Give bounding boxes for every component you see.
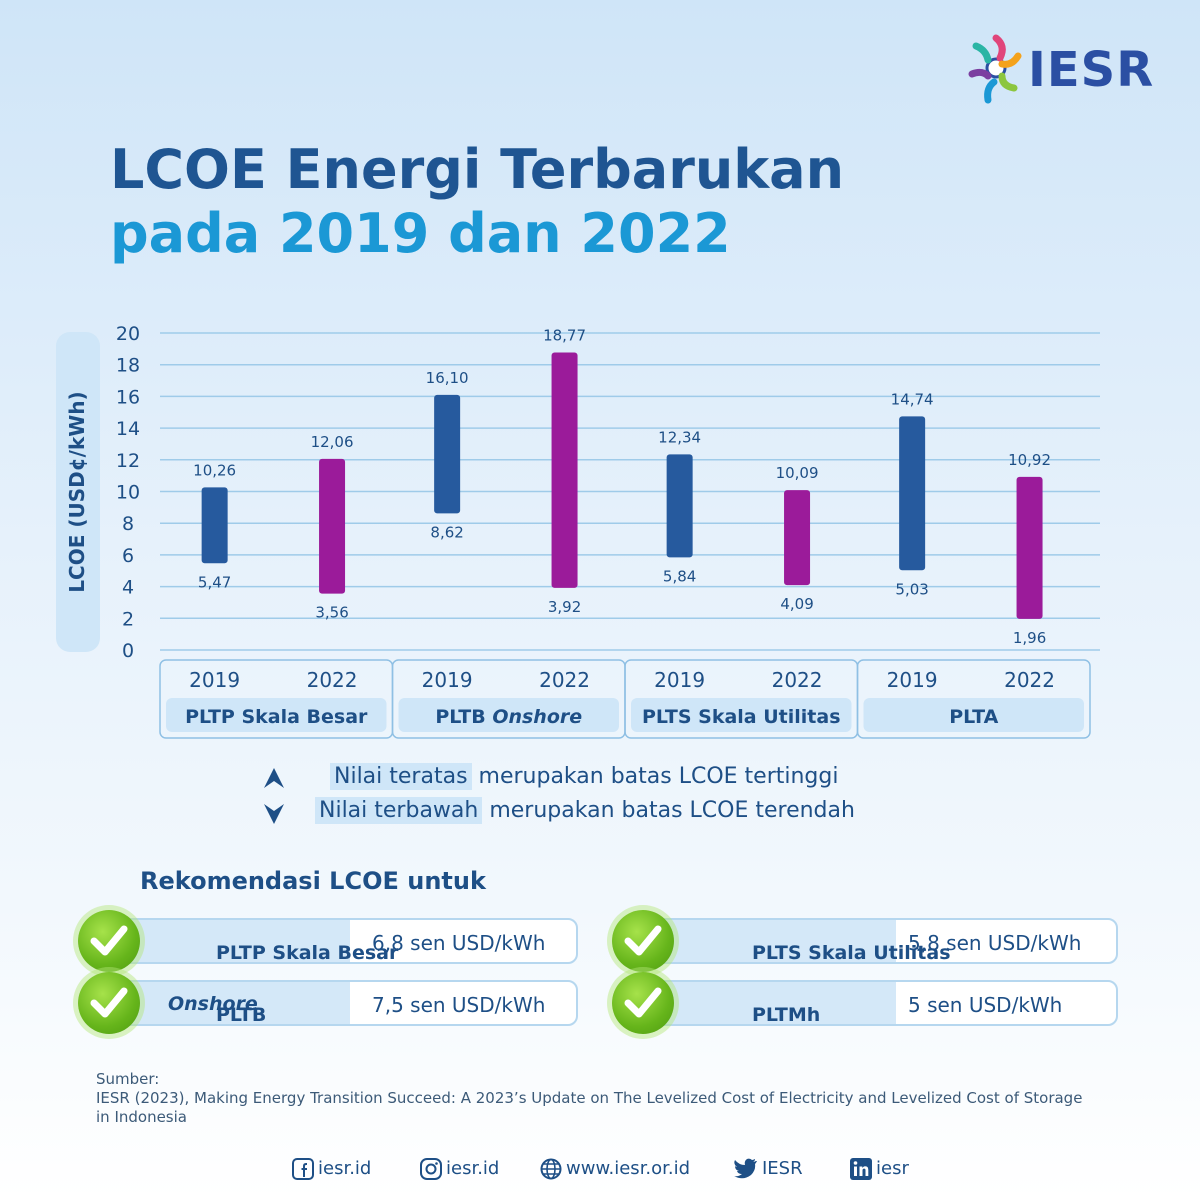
legend-bottom-highlight: Nilai terbawah: [315, 797, 483, 824]
low-value-label: 5,03: [895, 580, 928, 598]
source-label: Sumber:: [96, 1070, 160, 1088]
check-icon: [78, 910, 140, 972]
logo-text: IESR: [1028, 42, 1155, 98]
y-axis-label: LCOE (USD¢/kWh): [65, 391, 89, 592]
recommendation-value: 5,8 sen USD/kWh: [908, 931, 1082, 955]
high-value-label: 18,77: [543, 326, 586, 344]
high-value-label: 10,92: [1008, 451, 1051, 469]
low-value-label: 5,47: [198, 573, 231, 591]
legend-bottom: Nilai terbawah merupakan batas LCOE tere…: [315, 797, 855, 824]
up-arrow-icon: [262, 766, 286, 796]
iesr-logo: IESR: [966, 28, 1166, 108]
lcoe-chart: LCOE (USD¢/kWh) 0 2 4 6 8 10 12 14 16 18 20 PLTP Ska…: [56, 323, 1100, 739]
y-tick-label: 8: [122, 513, 134, 535]
recommendation-value: 5 sen USD/kWh: [908, 993, 1063, 1017]
footer-instagram[interactable]: iesr.id: [420, 1158, 499, 1180]
low-value-label: 3,92: [548, 598, 581, 616]
y-tick-label: 2: [122, 608, 134, 630]
low-value-label: 5,84: [663, 567, 696, 585]
recommendation-value: 6,8 sen USD/kWh: [372, 931, 546, 955]
instagram-icon: [420, 1158, 442, 1180]
high-value-label: 16,10: [426, 369, 469, 387]
recommendation-title: Rekomendasi LCOE untuk: [140, 867, 486, 895]
recommendation-name: PLTB Onshore: [168, 993, 267, 1026]
year-label: 2019: [887, 668, 938, 692]
low-value-label: 4,09: [780, 595, 813, 613]
page-title: LCOE Energi Terbarukan: [110, 138, 845, 201]
high-value-label: 10,26: [193, 461, 236, 479]
range-bar: [666, 454, 693, 558]
y-tick-label: 14: [116, 418, 140, 440]
category-label: PLTP Skala Besar: [185, 706, 368, 728]
check-icon: [78, 972, 140, 1034]
y-tick-label: 16: [116, 386, 140, 408]
y-tick-label: 12: [116, 450, 140, 472]
high-value-label: 12,34: [658, 428, 701, 446]
y-tick-label: 18: [116, 355, 140, 377]
check-icon: [612, 910, 674, 972]
category-label: PLTB Onshore: [435, 706, 582, 728]
range-bar: [319, 458, 346, 594]
twitter-icon: [734, 1158, 757, 1179]
logo-swirl-icon: [968, 34, 1022, 104]
low-value-label: 8,62: [430, 523, 463, 541]
globe-icon: [540, 1158, 562, 1180]
category-label: PLTA: [949, 706, 998, 728]
low-value-label: 1,96: [1013, 629, 1046, 647]
footer-twitter[interactable]: IESR: [732, 1158, 803, 1180]
recommendation-value: 7,5 sen USD/kWh: [372, 993, 546, 1017]
recommendation-item: PLTMh 5 sen USD/kWh: [654, 980, 1118, 1026]
category-label: PLTS Skala Utilitas: [642, 706, 841, 728]
high-value-label: 10,09: [776, 464, 819, 482]
y-tick-label: 6: [122, 545, 134, 567]
year-label: 2019: [189, 668, 240, 692]
footer-facebook[interactable]: iesr.id: [292, 1158, 371, 1180]
year-label: 2019: [422, 668, 473, 692]
footer-website[interactable]: www.iesr.or.id: [540, 1158, 690, 1180]
category-name-background: [398, 698, 619, 732]
category-cell: [856, 659, 1091, 739]
range-bar: [551, 352, 578, 588]
category-name-background: [631, 698, 852, 732]
range-bar: [899, 416, 926, 571]
legend-bottom-text: merupakan batas LCOE terendah: [482, 798, 855, 823]
legend-top-text: merupakan batas LCOE tertinggi: [471, 764, 839, 789]
high-value-label: 14,74: [891, 390, 934, 408]
y-tick-label: 0: [122, 640, 134, 662]
high-value-label: 12,06: [311, 433, 354, 451]
down-arrow-icon: [262, 800, 286, 830]
recommendation-item: PLTP Skala Besar 6,8 sen USD/kWh: [118, 918, 578, 964]
y-tick-label: 20: [116, 323, 140, 345]
page-subtitle: pada 2019 dan 2022: [110, 202, 731, 265]
y-tick-label: 4: [122, 577, 134, 599]
source-note: Sumber: IESR (2023), Making Energy Trans…: [96, 1070, 1096, 1127]
range-bar: [201, 487, 228, 564]
y-axis-label-background: [56, 332, 100, 652]
range-bar: [784, 490, 811, 586]
source-text: IESR (2023), Making Energy Transition Su…: [96, 1089, 1083, 1126]
legend-top: Nilai teratas merupakan batas LCOE terti…: [330, 763, 839, 790]
linkedin-icon: [850, 1158, 872, 1180]
year-label: 2019: [654, 668, 705, 692]
year-label: 2022: [772, 668, 823, 692]
low-value-label: 3,56: [315, 604, 348, 622]
recommendation-item: PLTS Skala Utilitas 5,8 sen USD/kWh: [654, 918, 1118, 964]
legend-top-highlight: Nilai teratas: [330, 763, 472, 790]
range-bar: [434, 394, 461, 514]
category-name-background: [166, 698, 387, 732]
category-name-background: [863, 698, 1084, 732]
year-label: 2022: [307, 668, 358, 692]
range-bar: [1016, 476, 1043, 619]
facebook-icon: [292, 1158, 314, 1180]
year-label: 2022: [1004, 668, 1055, 692]
year-label: 2022: [539, 668, 590, 692]
check-icon: [612, 972, 674, 1034]
y-tick-label: 10: [116, 482, 140, 504]
recommendation-item: PLTB Onshore 7,5 sen USD/kWh: [118, 980, 578, 1026]
footer-linkedin[interactable]: iesr: [850, 1158, 909, 1180]
